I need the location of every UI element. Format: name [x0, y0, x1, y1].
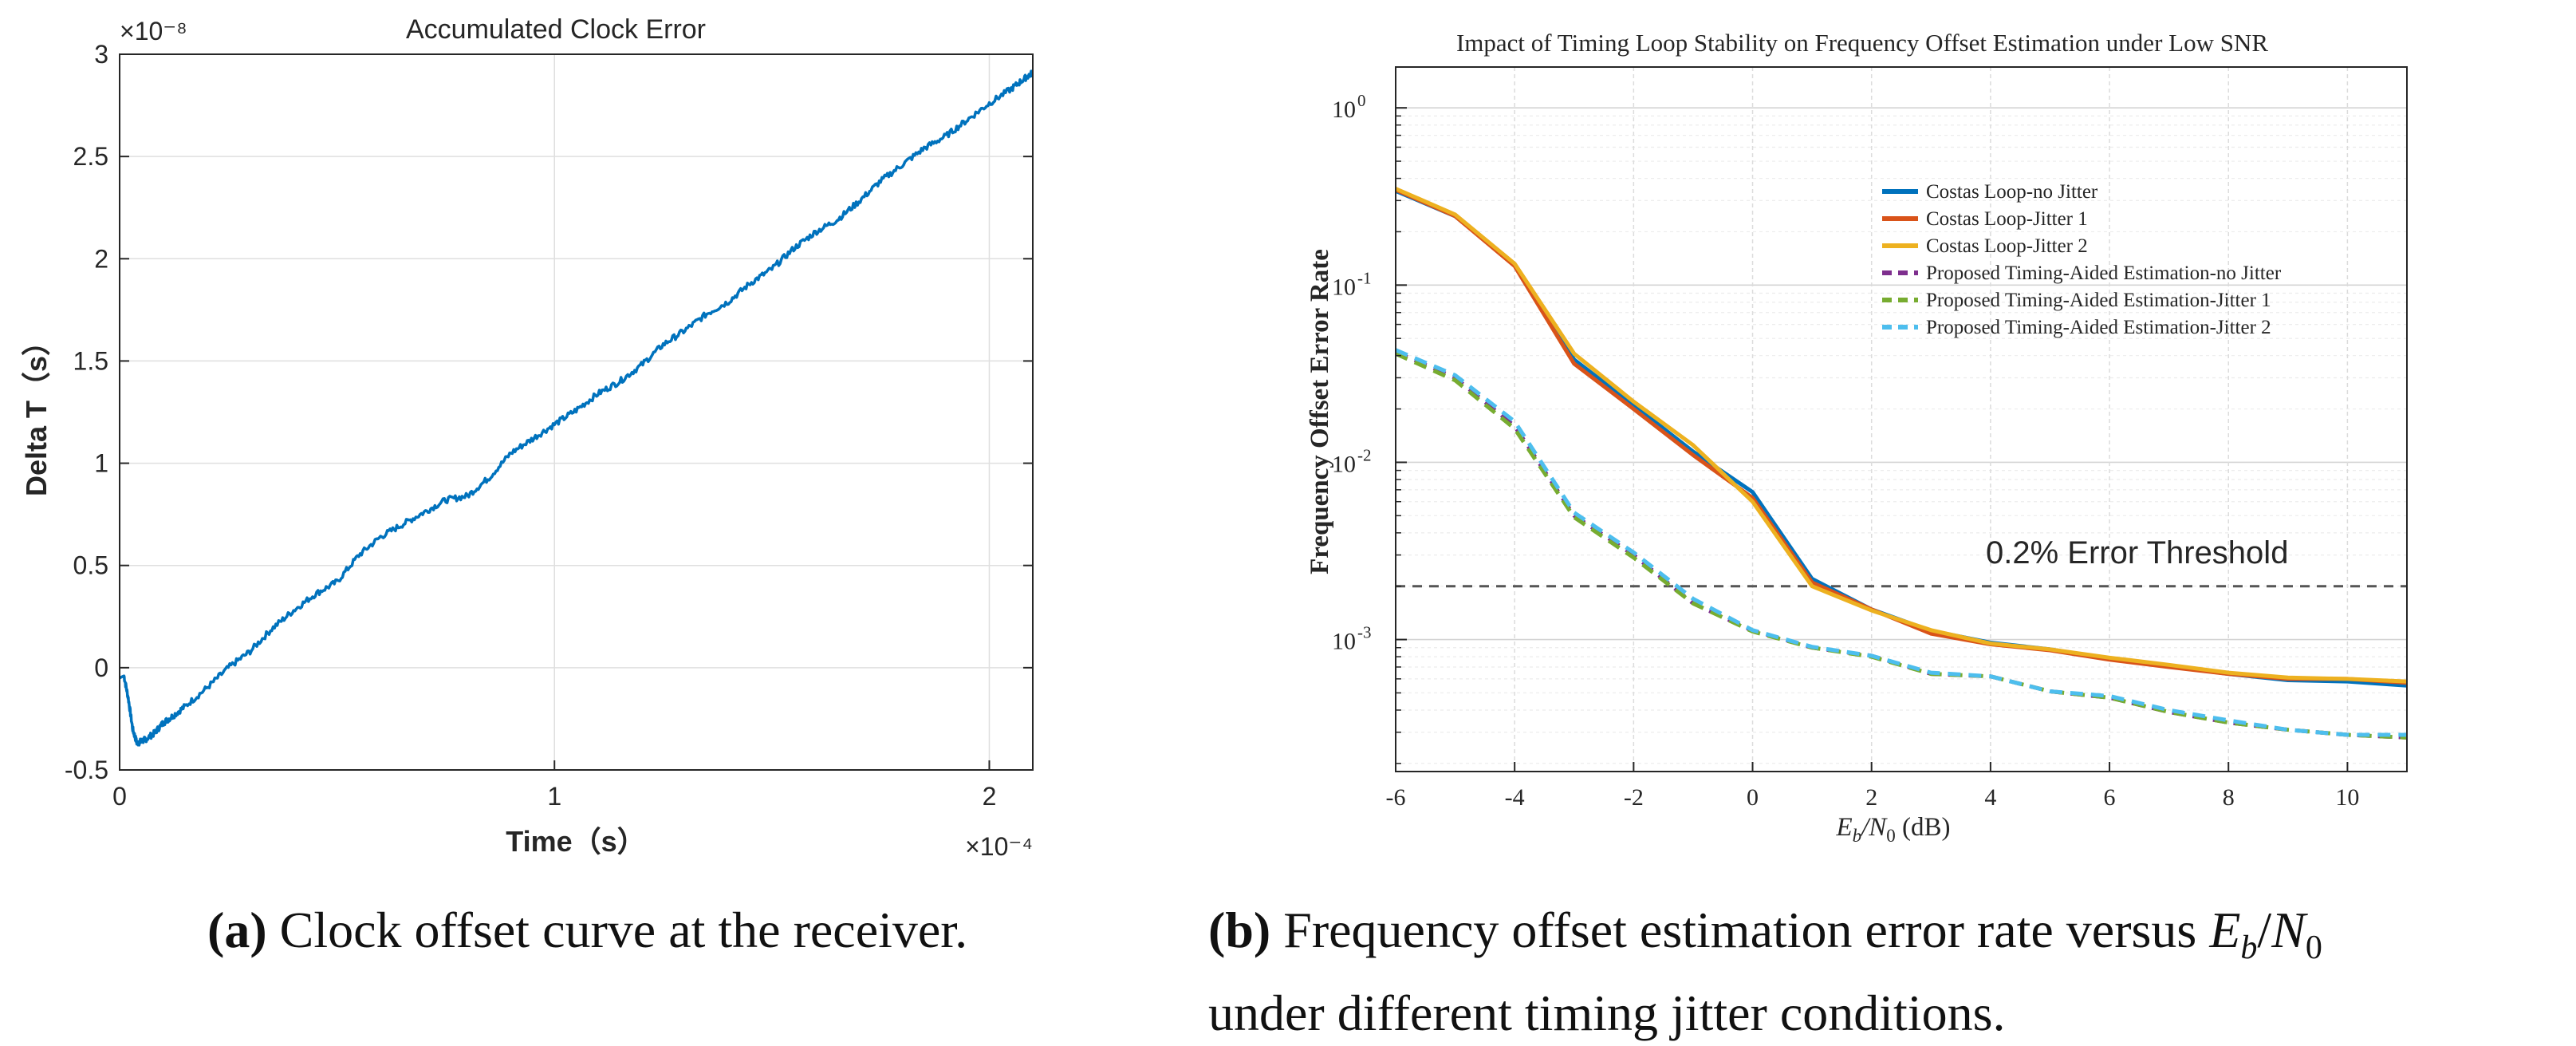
chart-a-y-tick-label: -0.5: [65, 756, 108, 784]
chart-b-x-tick-label: 2: [1865, 784, 1877, 811]
chart-b-x-label: Eb/N0 (dB): [1835, 813, 1950, 846]
chart-b-y-tick-exponent: -2: [1357, 445, 1372, 464]
chart-a-x-label: Time（s）: [506, 825, 645, 858]
chart-a-plot-area: [118, 69, 1034, 747]
chart-b-y-tick-label: 10: [1332, 274, 1356, 300]
chart-b-axes-box: [1395, 66, 2408, 772]
caption-a: (a) Clock offset curve at the receiver.: [207, 898, 1085, 963]
legend-entry: Proposed Timing-Aided Estimation-Jitter …: [1926, 290, 2271, 311]
chart-b-x-tick-label: 8: [2223, 784, 2235, 811]
x-label-unit: (dB): [1896, 813, 1951, 842]
chart-a-x-tick-label: 2: [983, 782, 997, 811]
legend-entry: Costas Loop-no Jitter: [1926, 181, 2098, 203]
chart-a-y-tick-label: 2.5: [73, 142, 108, 171]
chart-a-y-tick-label: 1: [94, 449, 108, 478]
caption-b-math-slash: /: [2257, 902, 2272, 958]
chart-a-x-tick-label: 0: [112, 782, 127, 811]
chart-b-legend: Costas Loop-no Jitter Costas Loop-Jitter …: [1882, 181, 2282, 338]
chart-b-x-tick-label: 0: [1747, 784, 1759, 811]
chart-a-y-tick-label: 1.5: [73, 346, 108, 375]
chart-a-x-tick-label: 1: [547, 782, 561, 811]
chart-a-ticks: 0 1 2-0.500.511.522.53: [65, 40, 1033, 811]
chart-a-axes-box: [119, 53, 1034, 771]
caption-a-label: (a): [207, 902, 267, 958]
caption-b-math-0: 0: [2305, 929, 2322, 966]
threshold-label: 0.2% Error Threshold: [1986, 535, 2288, 570]
chart-a-y-label: Delta T（s）: [20, 327, 53, 496]
chart-b-y-label: Frequency Offset Error Rate: [1306, 249, 1334, 574]
x-label-b: b: [1853, 826, 1862, 846]
x-label-0: 0: [1886, 826, 1896, 846]
chart-b-plot-area: [1394, 187, 2408, 740]
chart-b-y-tick-label: 10: [1332, 451, 1356, 477]
chart-b-y-tick-label: 10: [1332, 629, 1356, 655]
x-label-E: E: [1835, 813, 1852, 842]
chart-b-x-tick-label: -6: [1386, 784, 1406, 811]
chart-b-x-tick-label: -4: [1505, 784, 1525, 811]
chart-b-title: Impact of Timing Loop Stability on Frequ…: [1456, 29, 2268, 57]
chart-b-y-tick-label: 10: [1332, 97, 1356, 123]
legend-entry: Proposed Timing-Aided Estimation-Jitter …: [1926, 317, 2271, 338]
chart-a-y-tick-label: 2: [94, 244, 108, 273]
clock-error-series-line: [118, 69, 1034, 747]
caption-a-text: Clock offset curve at the receiver.: [266, 902, 968, 958]
chart-a-y-tick-label: 0: [94, 653, 108, 682]
chart-a-y-tick-label: 3: [94, 40, 108, 69]
chart-a-y-exponent: ×10⁻⁸: [120, 17, 187, 45]
caption-b-math-e: E: [2209, 902, 2241, 958]
legend-entry: Proposed Timing-Aided Estimation-no Jitt…: [1926, 262, 2282, 284]
chart-b-y-tick-exponent: -1: [1357, 268, 1372, 287]
chart-a-x-exponent: ×10⁻⁴: [965, 832, 1033, 861]
caption-b-math-b: b: [2240, 929, 2258, 966]
caption-b: (b) Frequency offset estimation error ra…: [1208, 898, 2564, 1046]
caption-b-text-1: Frequency offset estimation error rate v…: [1270, 902, 2210, 958]
chart-b-x-tick-label: -2: [1624, 784, 1644, 811]
chart-b-y-tick-exponent: -3: [1357, 623, 1372, 642]
chart-b-y-tick-exponent: 0: [1357, 91, 1366, 110]
chart-a-title: Accumulated Clock Error: [406, 14, 706, 45]
chart-b-grid: [1395, 67, 2407, 772]
chart-a-y-tick-label: 0.5: [73, 551, 108, 580]
caption-b-math-n: N: [2271, 902, 2306, 958]
chart-b-x-tick-label: 6: [2104, 784, 2116, 811]
frequency-error-chart: Impact of Timing Loop Stability on Frequ…: [1306, 29, 2408, 846]
chart-b-x-tick-label: 4: [1984, 784, 1996, 811]
legend-entry: Costas Loop-Jitter 2: [1926, 235, 2088, 257]
chart-b-x-tick-label: 10: [2335, 784, 2359, 811]
series-line-6: [1395, 348, 2407, 737]
series-line-3: [1395, 187, 2408, 684]
legend-entry: Costas Loop-Jitter 1: [1926, 208, 2088, 230]
clock-error-chart: Accumulated Clock Error 0 1 2-0.500.511.52…: [20, 14, 1034, 861]
x-label-N: /N: [1860, 813, 1888, 842]
caption-b-label: (b): [1208, 902, 1271, 958]
caption-b-text-2: under different timing jitter conditions…: [1208, 984, 2006, 1041]
